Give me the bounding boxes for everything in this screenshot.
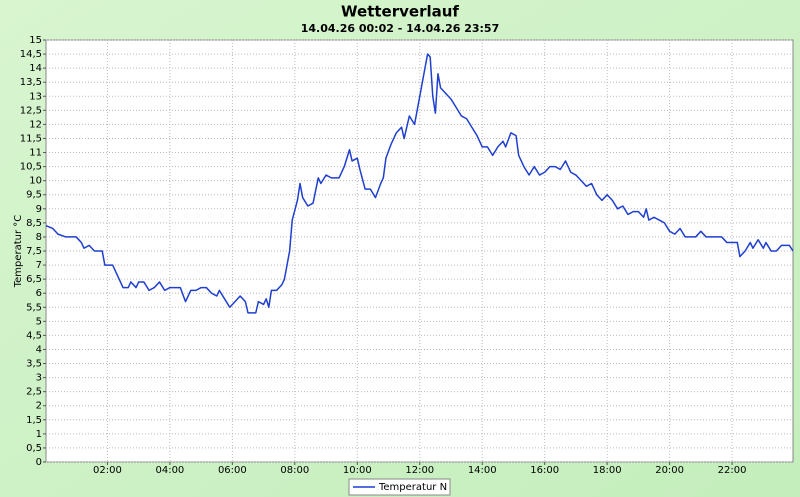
x-tick-label: 20:00: [655, 465, 684, 476]
y-tick-label: 13: [29, 91, 42, 102]
y-tick-label: 5: [36, 316, 42, 327]
x-tick-label: 22:00: [718, 465, 747, 476]
y-tick-label: 9: [36, 204, 42, 215]
y-tick-label: 7,5: [26, 246, 42, 257]
y-tick-label: 3,5: [26, 359, 42, 370]
y-tick-label: 15: [29, 35, 42, 46]
legend-label: Temperatur N: [378, 482, 447, 493]
y-tick-label: 7: [36, 260, 42, 271]
y-tick-label: 11: [29, 148, 42, 159]
y-tick-label: 6,5: [26, 274, 42, 285]
chart-title: Wetterverlauf: [341, 3, 459, 21]
y-tick-label: 13,5: [20, 77, 42, 88]
y-tick-label: 14: [29, 63, 42, 74]
x-tick-label: 02:00: [93, 465, 122, 476]
y-tick-label: 2,5: [26, 387, 42, 398]
y-tick-label: 0: [36, 457, 42, 468]
x-tick-label: 12:00: [405, 465, 434, 476]
x-tick-label: 08:00: [280, 465, 309, 476]
y-tick-label: 9,5: [26, 190, 42, 201]
y-tick-label: 4,5: [26, 330, 42, 341]
y-tick-label: 6: [36, 288, 42, 299]
x-tick-label: 16:00: [530, 465, 559, 476]
y-axis-label: Temperatur °C: [13, 215, 24, 289]
y-tick-label: 14,5: [20, 49, 42, 60]
y-tick-label: 10,5: [20, 162, 42, 173]
x-tick-label: 06:00: [218, 465, 247, 476]
y-tick-label: 1,5: [26, 415, 42, 426]
y-tick-label: 4: [36, 344, 42, 355]
x-tick-label: 18:00: [593, 465, 622, 476]
y-tick-label: 11,5: [20, 133, 42, 144]
y-tick-label: 10: [29, 176, 42, 187]
series-line: [45, 53, 794, 314]
y-tick-label: 1: [36, 429, 42, 440]
chart-subtitle: 14.04.26 00:02 - 14.04.26 23:57: [301, 22, 499, 35]
x-tick-label: 14:00: [468, 465, 497, 476]
x-tick-label: 04:00: [155, 465, 184, 476]
legend: [348, 478, 451, 496]
y-tick-label: 5,5: [26, 302, 42, 313]
y-tick-label: 12,5: [20, 105, 42, 116]
y-tick-label: 12: [29, 119, 42, 130]
y-tick-label: 0,5: [26, 443, 42, 454]
x-tick-label: 10:00: [343, 465, 372, 476]
y-tick-label: 2: [36, 401, 42, 412]
y-tick-label: 8: [36, 232, 42, 243]
y-tick-label: 3: [36, 373, 42, 384]
y-tick-label: 8,5: [26, 218, 42, 229]
